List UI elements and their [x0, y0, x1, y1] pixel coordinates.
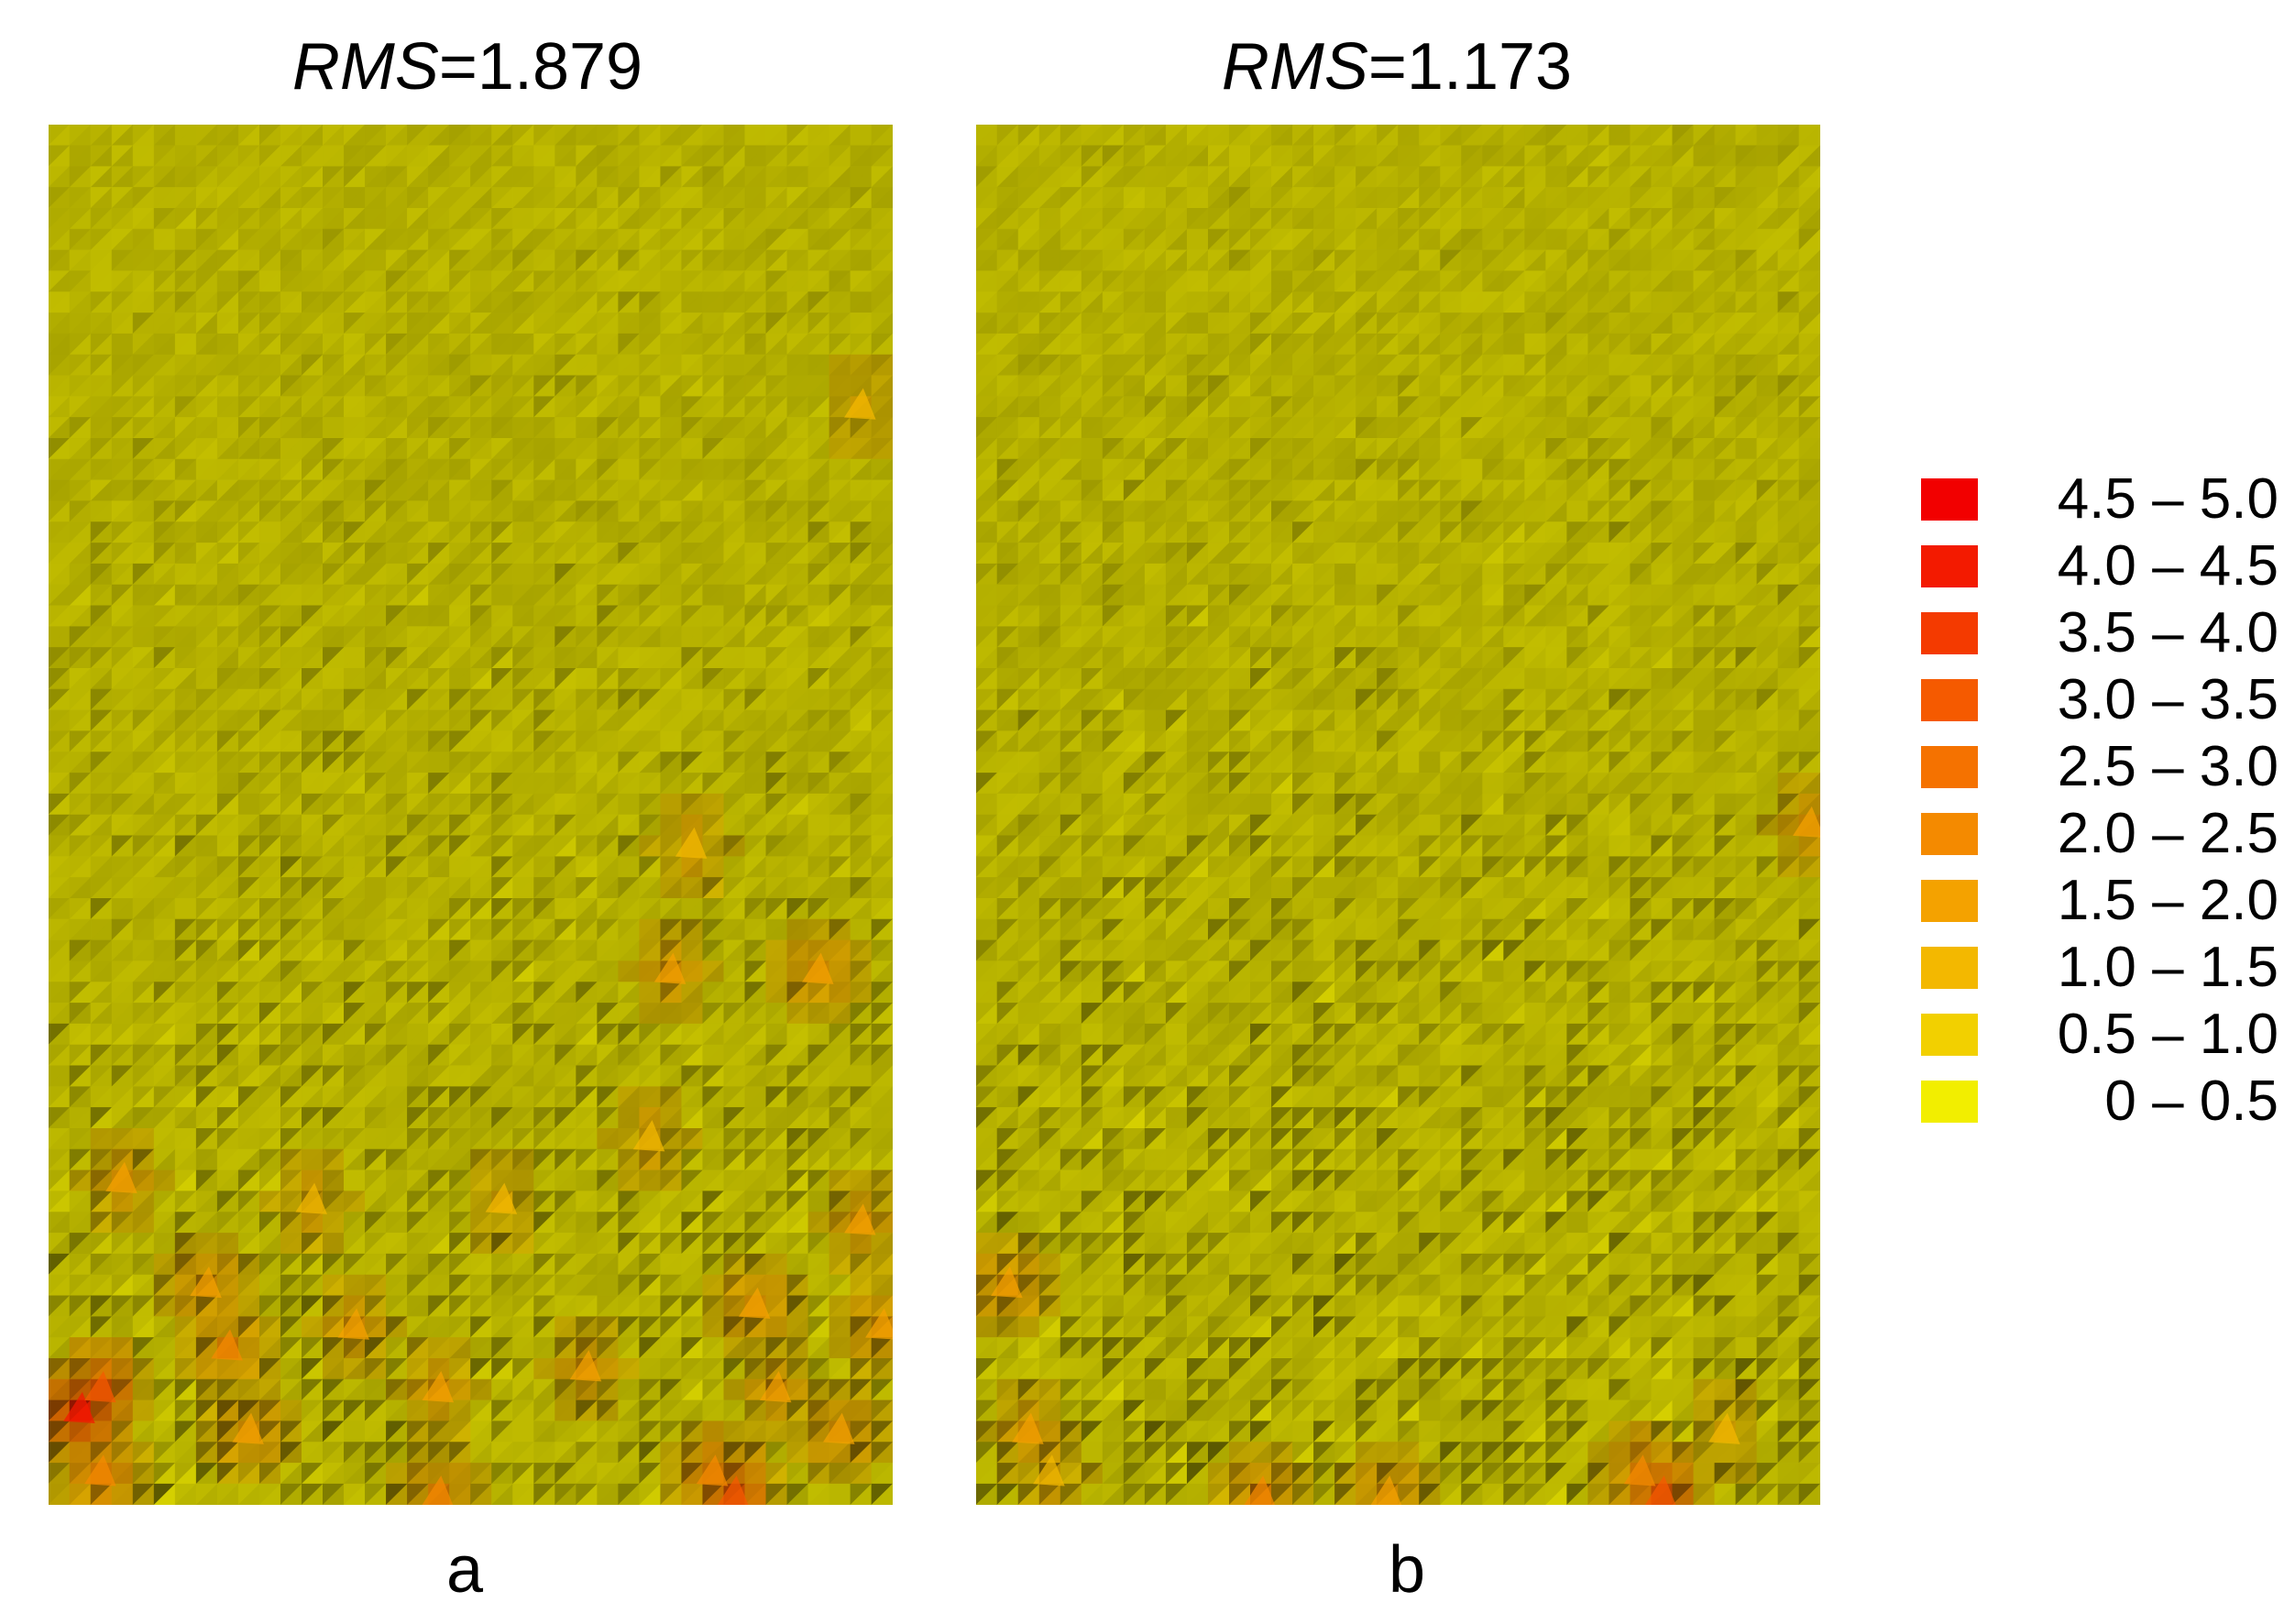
- panel-a-title: RMS=1.879: [46, 26, 889, 108]
- panel-b-rms-value: =1.173: [1367, 30, 1573, 104]
- panel-b-title: RMS=1.173: [975, 26, 1818, 108]
- heatmap-panel-a: [49, 125, 893, 1505]
- panel-b-rms-variable: RMS: [1221, 30, 1368, 104]
- heatmap-a-plot: [49, 125, 893, 1505]
- panel-a-rms-variable: RMS: [291, 30, 439, 104]
- panel-a-rms-value: =1.879: [438, 30, 643, 104]
